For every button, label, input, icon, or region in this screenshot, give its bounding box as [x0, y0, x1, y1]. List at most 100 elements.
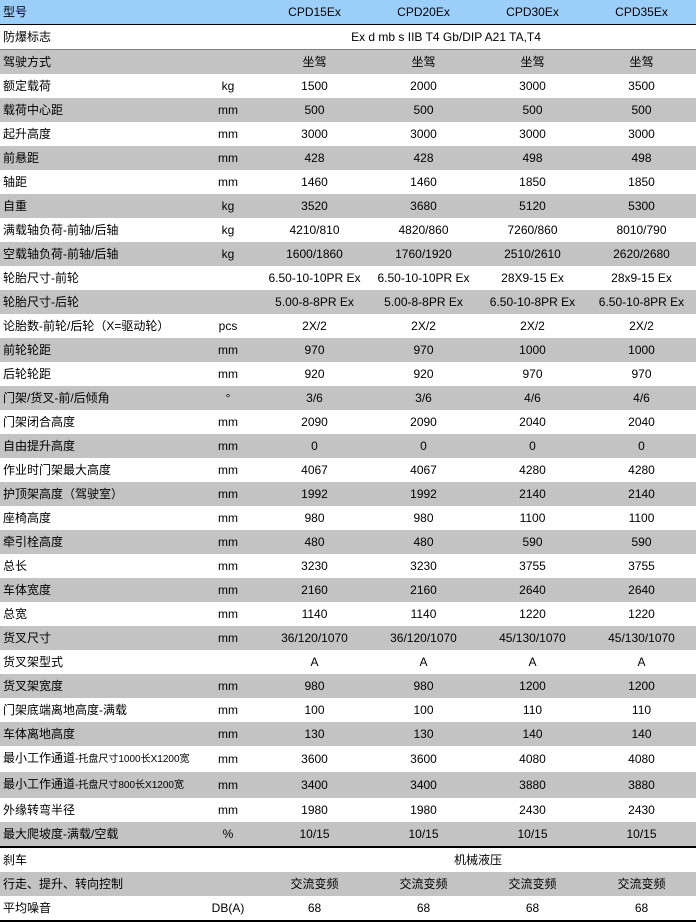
spanned-value-cell: 机械液压 [260, 846, 696, 872]
value-cell: 交流变频 [369, 872, 478, 896]
spec-row: 作业时门架最大高度 mm 4067 4067 4280 4280 [0, 458, 696, 482]
value-cell: 10/15 [478, 822, 587, 847]
spec-table-body: 防爆标志 Ex d mb s IIB T4 Gb/DIP A21 TA,T4 驾驶方… [0, 24, 696, 922]
value-cell: 1460 [301, 175, 328, 189]
value-cell: 3400 [369, 772, 478, 798]
value-cell: 500 [587, 98, 696, 122]
param-label: 刹车 [3, 853, 28, 867]
value-cell: 3230 [410, 559, 437, 573]
value-cell: 2430 [628, 803, 655, 817]
unit-cell: mm [196, 772, 260, 798]
param-label: 座椅高度 [3, 511, 52, 525]
value-cell: 6.50-10-10PR Ex [377, 271, 470, 285]
unit-cell: ° [196, 386, 260, 410]
param-label-cell: 前轮轮距 [0, 338, 196, 362]
value-cell: 7260/860 [507, 223, 558, 237]
value-cell: 1220 [519, 607, 546, 621]
value-cell: 1760/1920 [369, 242, 478, 266]
unit-cell: mm [196, 434, 260, 458]
value-cell: 3400 [260, 772, 369, 798]
param-label: 外缘转弯半径 [3, 803, 76, 817]
value-cell: 1000 [587, 338, 696, 362]
value-cell: 3000 [628, 127, 655, 141]
param-label-cell: 自重 [0, 194, 196, 218]
value-cell: 3000 [301, 127, 328, 141]
value-cell: 980 [413, 511, 434, 525]
value-cell: 3880 [478, 772, 587, 798]
value-cell: 0 [478, 434, 587, 458]
value-cell: 交流变频 [260, 872, 369, 896]
value-cell: 坐驾 [478, 49, 587, 74]
value-cell: 110 [631, 703, 652, 717]
spec-row: 刹车 机械液压 [0, 846, 696, 872]
value-cell: 130 [369, 722, 478, 746]
value-cell: 500 [369, 98, 478, 122]
spec-row: 外缘转弯半径 mm 1980 1980 2430 2430 [0, 798, 696, 822]
value-cell: 498 [478, 146, 587, 170]
value-cell: 110 [522, 703, 543, 717]
spec-row: 论胎数-前轮/后轮（X=驱动轮） pcs 2X/2 2X/2 2X/2 2X/2 [0, 314, 696, 338]
spec-row: 空载轴负荷-前轴/后轴 kg 1600/1860 1760/1920 2510/2610… [0, 242, 696, 266]
value-cell: 4067 [301, 463, 328, 477]
value-cell: 0 [260, 434, 369, 458]
spec-row: 前悬距 mm 428 428 498 498 [0, 146, 696, 170]
value-cell: 4067 [410, 463, 437, 477]
unit-cell [196, 266, 260, 290]
value-cell: 4/6 [478, 386, 587, 410]
spec-row: 最小工作通道-托盘尺寸1000长X1200宽 mm 3600 3600 4080 4080 [0, 746, 696, 772]
unit-cell [196, 650, 260, 674]
param-label: 起升高度 [3, 127, 52, 141]
value-cell: 4280 [519, 463, 546, 477]
param-label-cell: 车体宽度 [0, 578, 196, 602]
value-cell: 1460 [410, 175, 437, 189]
param-label: 门架底端离地高度-满载 [3, 703, 127, 717]
value-cell: 2430 [519, 803, 546, 817]
spec-row: 额定载荷 kg 1500 2000 3000 3500 [0, 74, 696, 98]
param-label-cell: 轮胎尺寸-前轮 [0, 266, 196, 290]
value-cell: 28x9-15 Ex [611, 271, 672, 285]
param-label-cell: 最小工作通道-托盘尺寸800长X1200宽 [0, 772, 196, 798]
value-cell: 5300 [587, 194, 696, 218]
param-label-cell: 货叉架型式 [0, 650, 196, 674]
value-cell: 3000 [519, 127, 546, 141]
value-cell: 10/15 [260, 822, 369, 847]
value-cell: 4/6 [587, 386, 696, 410]
param-label: 驾驶方式 [3, 55, 52, 69]
unit-cell: mm [196, 146, 260, 170]
param-label: 论胎数-前轮/后轮（X=驱动轮） [3, 319, 170, 333]
value-cell: 5.00-8-8PR Ex [369, 290, 478, 314]
unit-cell: mm [218, 415, 238, 429]
spec-row: 驾驶方式 坐驾 坐驾 坐驾 坐驾 [0, 49, 696, 74]
value-cell: 1200 [587, 674, 696, 698]
param-label: 轮胎尺寸-前轮 [3, 271, 79, 285]
spec-row: 总长 mm 3230 3230 3755 3755 [0, 554, 696, 578]
spec-row: 满载轴负荷-前轴/后轴 kg 4210/810 4820/860 7260/860 801… [0, 218, 696, 242]
param-label-cell: 座椅高度 [0, 506, 196, 530]
unit-cell: DB(A) [196, 896, 260, 922]
value-cell: 5.00-8-8PR Ex [260, 290, 369, 314]
unit-cell: mm [218, 559, 238, 573]
spec-row: 总宽 mm 1140 1140 1220 1220 [0, 602, 696, 626]
value-cell: 45/130/1070 [587, 626, 696, 650]
value-cell: 100 [413, 703, 434, 717]
unit-cell: kg [196, 242, 260, 266]
value-cell: 1100 [628, 511, 655, 525]
model-header-cell: CPD20Ex [369, 0, 478, 25]
spec-row: 起升高度 mm 3000 3000 3000 3000 [0, 122, 696, 146]
unit-cell [196, 290, 260, 314]
param-label-cell: 刹车 [0, 846, 196, 872]
spec-row: 货叉架型式 A A A A [0, 650, 696, 674]
value-cell: 交流变频 [478, 872, 587, 896]
value-cell: 980 [369, 674, 478, 698]
param-label-cell: 起升高度 [0, 122, 196, 146]
spec-row: 自重 kg 3520 3680 5120 5300 [0, 194, 696, 218]
value-cell: 坐驾 [369, 49, 478, 74]
spec-row: 牵引栓高度 mm 480 480 590 590 [0, 530, 696, 554]
value-cell: 3755 [628, 559, 655, 573]
spanned-value-cell: Ex d mb s IIB T4 Gb/DIP A21 TA,T4 [196, 24, 696, 50]
value-cell: 1992 [260, 482, 369, 506]
model-header-cell: CPD30Ex [478, 0, 587, 25]
param-label: 前悬距 [3, 151, 40, 165]
unit-cell [196, 49, 260, 74]
